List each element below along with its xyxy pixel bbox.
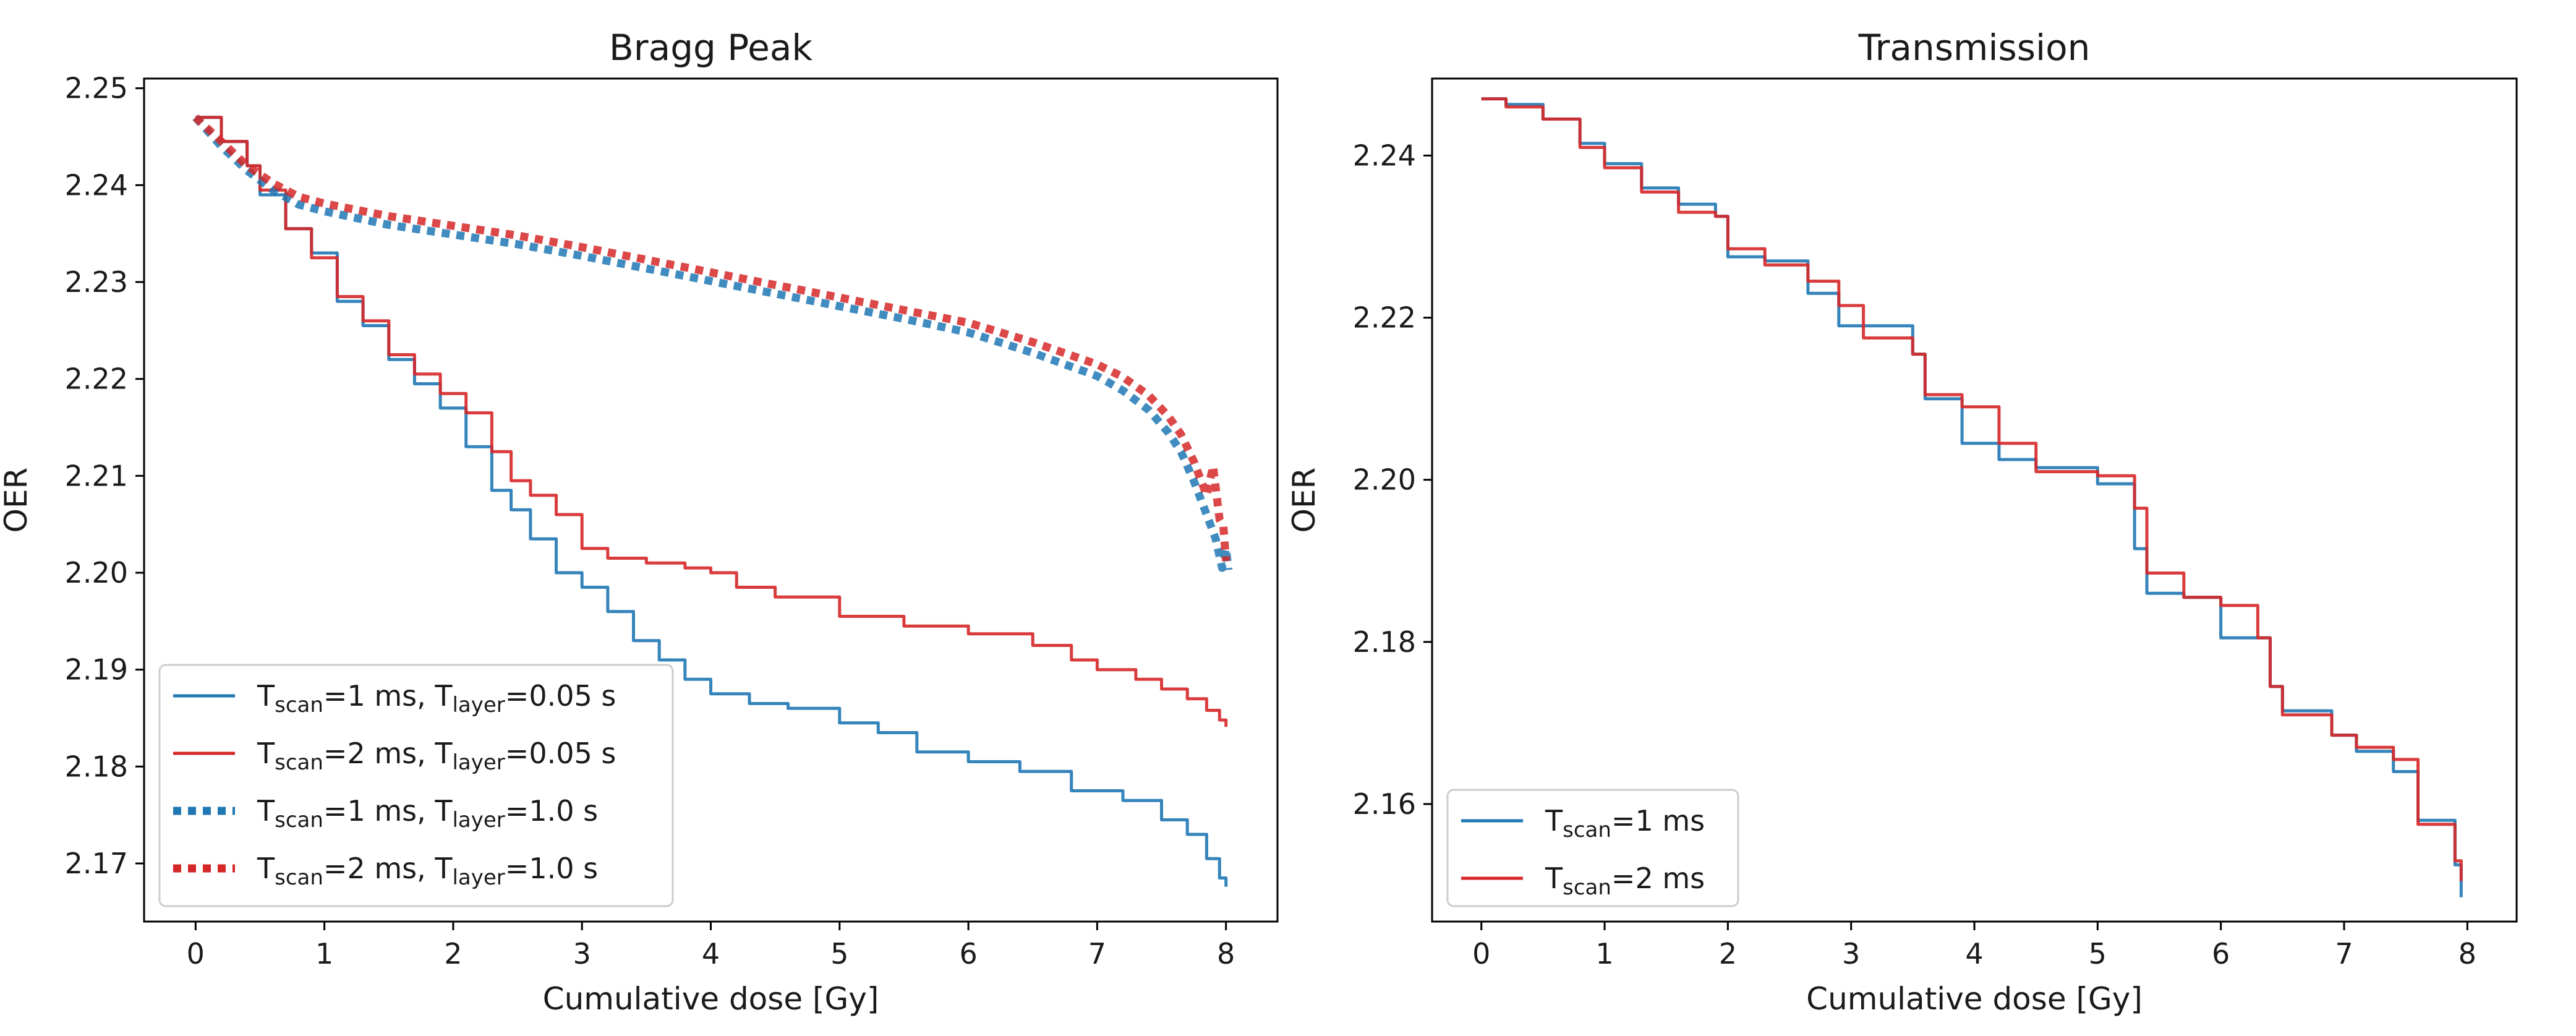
x-tick-label: 2 (444, 937, 462, 970)
x-tick-label: 4 (702, 937, 720, 970)
legend-subscript: scan (1563, 875, 1611, 900)
series-line-1 (195, 116, 1228, 727)
x-tick-label: 3 (1842, 937, 1860, 970)
legend-text: T (257, 794, 275, 828)
legend-subscript: scan (275, 750, 323, 775)
legend-text: =2 ms, T (323, 852, 453, 885)
y-tick-label: 2.22 (1353, 301, 1416, 335)
series-line-2 (192, 114, 1233, 572)
y-tick-label: 2.18 (65, 750, 128, 783)
chart-bragg-peak: Bragg Peak 0 1 2 3 4 5 6 7 8 2.17 2.18 2.19 2.20 2.21 2… (0, 27, 1279, 1017)
legend-text: =1 ms (1611, 804, 1705, 837)
y-axis-label: OER (0, 468, 34, 533)
legend-entry-label: Tscan=2 ms, Tlayer=0.05 s (257, 737, 616, 775)
axes-frame (143, 77, 1279, 923)
legend-text: =2 ms (1611, 862, 1705, 895)
y-tick-label: 2.24 (1353, 139, 1416, 173)
y-tick-label: 2.22 (65, 362, 128, 396)
legend-subscript: scan (275, 865, 323, 890)
x-tick-label: 6 (2212, 937, 2230, 970)
x-tick-label: 7 (1088, 937, 1106, 970)
legend-text: T (1545, 862, 1563, 895)
legend-box (158, 664, 674, 907)
y-tick-label: 2.16 (1353, 787, 1416, 821)
y-tick-label: 2.23 (65, 265, 128, 299)
y-axis-label: OER (1286, 468, 1322, 533)
legend-entry-label: Tscan=2 ms, Tlayer=1.0 s (257, 852, 598, 890)
legend-entry-label: Tscan=1 ms, Tlayer=0.05 s (257, 679, 616, 717)
legend-subscript: scan (1563, 818, 1611, 842)
legend-text: T (257, 679, 275, 713)
legend-subscript: layer (452, 693, 505, 717)
y-tick-label: 2.20 (1353, 463, 1416, 497)
legend-subscript: layer (452, 865, 505, 890)
series-line-3 (192, 114, 1230, 562)
x-axis-label: Cumulative dose [Gy] (543, 981, 879, 1017)
y-tick-label: 2.24 (65, 168, 128, 202)
legend-text: =0.05 s (505, 679, 616, 713)
x-tick-label: 8 (2459, 937, 2476, 970)
legend-text: =0.05 s (505, 737, 616, 770)
x-tick-label: 4 (1965, 937, 1983, 970)
chart-title: Bragg Peak (609, 27, 812, 69)
y-tick-label: 2.25 (65, 72, 128, 105)
y-tick-label: 2.17 (65, 847, 128, 880)
x-tick-label: 0 (187, 937, 205, 970)
legend-subscript: scan (275, 693, 323, 717)
legend-text: =1.0 s (505, 852, 598, 885)
legend-text: T (257, 737, 275, 770)
legend-entry-label: Tscan=1 ms, Tlayer=1.0 s (257, 794, 598, 833)
chart-transmission: Transmission 0 1 2 3 4 5 6 7 8 2.16 2.18 2.20 2.22 2.2… (1286, 27, 2518, 1017)
legend-text: =1 ms, T (323, 794, 453, 828)
legend-text: =1.0 s (505, 794, 598, 828)
legend-text: =1 ms, T (323, 679, 453, 713)
x-tick-label: 7 (2335, 937, 2353, 970)
plot-area (192, 114, 1233, 887)
x-tick-label: 5 (2089, 937, 2107, 970)
series-line-1 (1481, 97, 2463, 881)
chart-title: Transmission (1858, 27, 2091, 69)
y-tick-label: 2.18 (1353, 625, 1416, 659)
legend-text: T (257, 852, 275, 885)
y-tick-label: 2.19 (65, 653, 128, 687)
legend-text: T (1545, 804, 1563, 837)
y-tick-label: 2.21 (65, 459, 128, 492)
x-tick-label: 5 (830, 937, 848, 970)
y-tick-label: 2.20 (65, 556, 128, 589)
x-axis-label: Cumulative dose [Gy] (1806, 981, 2143, 1017)
x-tick-label: 6 (959, 937, 977, 970)
x-tick-label: 1 (1595, 937, 1613, 970)
legend-subscript: layer (452, 808, 505, 833)
x-tick-label: 0 (1472, 937, 1490, 970)
x-tick-label: 2 (1719, 937, 1737, 970)
axes-frame (1431, 77, 2518, 923)
plot-area (1481, 97, 2463, 897)
x-tick-label: 1 (315, 937, 333, 970)
legend-entry-label: Tscan=2 ms (1545, 862, 1705, 900)
legend-subscript: scan (275, 808, 323, 833)
legend-entry-label: Tscan=1 ms (1545, 804, 1705, 842)
x-tick-label: 8 (1217, 937, 1235, 970)
legend-subscript: layer (452, 750, 505, 775)
legend-text: =2 ms, T (323, 737, 453, 770)
x-tick-label: 3 (573, 937, 591, 970)
